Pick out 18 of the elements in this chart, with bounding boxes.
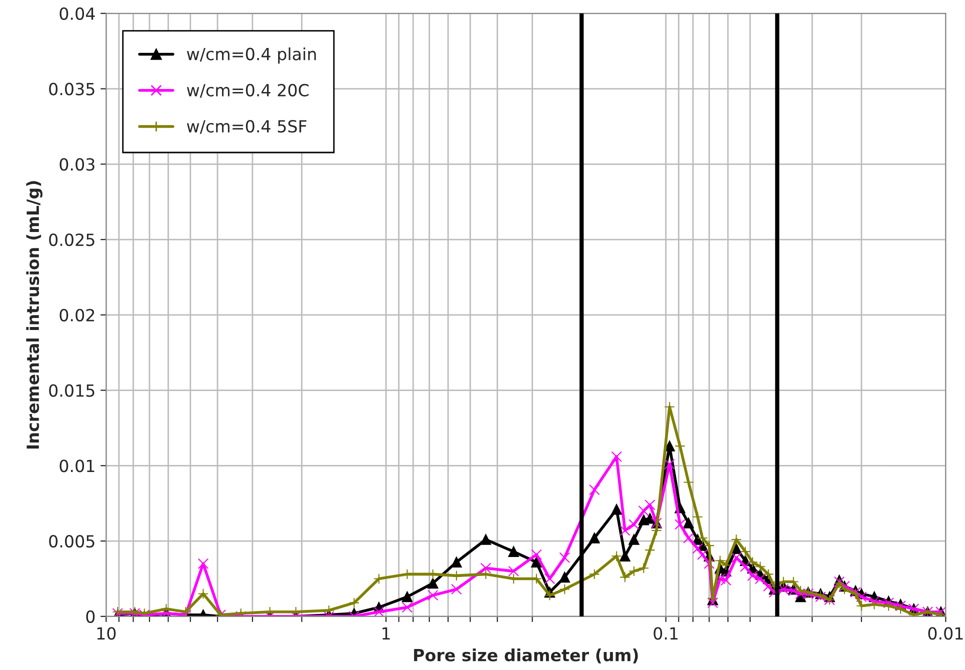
legend-label: w/cm=0.4 20C	[186, 84, 309, 98]
y-tick-label: 0.025	[49, 233, 94, 246]
y-axis-title: Incremental intrusion (mL/g)	[26, 181, 42, 449]
y-tick-label: 0.04	[60, 7, 95, 20]
x-axis-title: Pore size diameter (um)	[414, 648, 638, 664]
x-tick-label: 10	[97, 627, 116, 640]
y-tick-label: 0.005	[49, 534, 94, 548]
x-tick-label: 0.1	[654, 627, 678, 640]
x-tick-label: 1	[382, 627, 390, 640]
y-tick-label: 0.015	[49, 384, 94, 397]
y-tick-label: 0.03	[60, 158, 94, 171]
y-tick-label: 0.035	[49, 82, 94, 96]
y-tick-label: 0.01	[60, 460, 94, 472]
y-tick-label: 0.02	[60, 308, 94, 322]
x-tick-label: 0.01	[928, 627, 963, 640]
y-tick-label: 0	[86, 610, 95, 623]
legend-label: w/cm=0.4 5SF	[186, 120, 306, 134]
legend-label: w/cm=0.4 plain	[186, 47, 316, 64]
